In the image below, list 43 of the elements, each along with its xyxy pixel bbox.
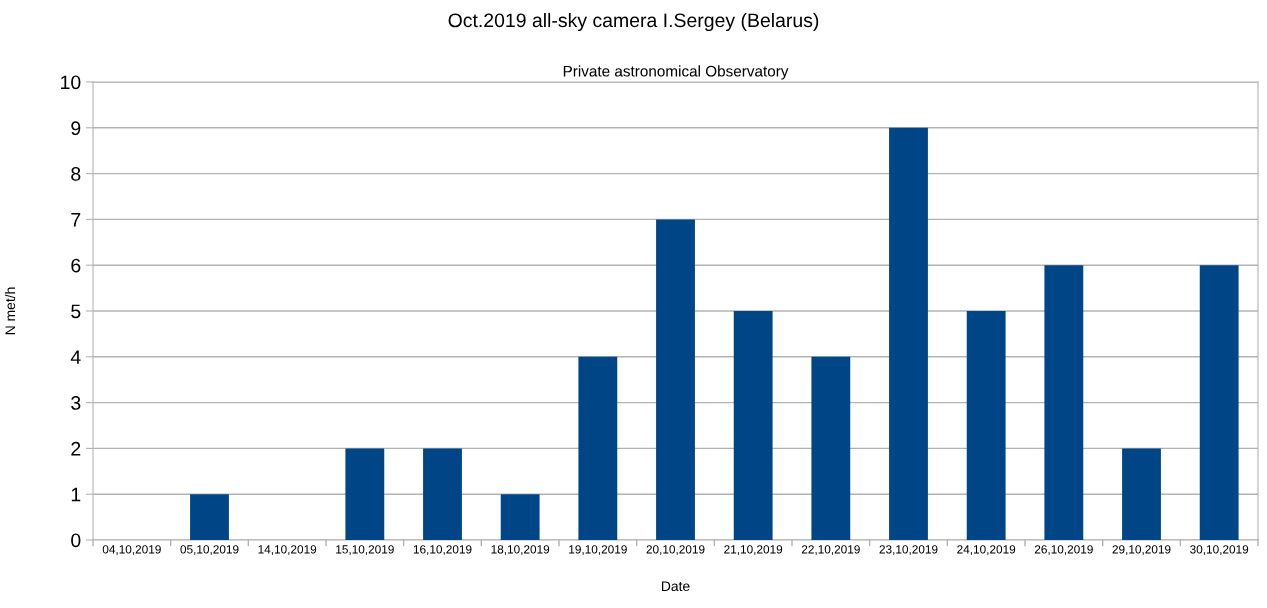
- x-tick-label: 18,10,2019: [491, 545, 550, 555]
- x-tick-label: 19,10,2019: [569, 545, 627, 555]
- chart-subtitle: Private astronomical Observatory: [563, 65, 789, 80]
- bar: [1199, 265, 1239, 540]
- bar: [345, 448, 385, 540]
- y-tick-label: 0: [71, 533, 81, 548]
- x-tick-label: 30,10,2019: [1190, 545, 1249, 555]
- y-tick-label: 3: [71, 396, 81, 410]
- y-tick-label: 9: [71, 121, 81, 136]
- bar: [889, 127, 928, 540]
- y-tick-label: 2: [71, 441, 81, 456]
- bar: [811, 356, 851, 540]
- bar: [500, 494, 540, 540]
- x-tick-label: 04,10,2019: [102, 545, 161, 555]
- x-tick-label: 29,10,2019: [1112, 545, 1171, 555]
- y-tick-label: 10: [61, 75, 81, 90]
- x-tick-label: 26,10,2019: [1034, 545, 1093, 555]
- x-tick-label: 20,10,2019: [646, 545, 705, 555]
- x-tick-label: 22,10,2019: [801, 545, 860, 555]
- y-tick-label: 7: [71, 213, 81, 227]
- bar: [1044, 265, 1084, 540]
- bar: [966, 311, 1006, 540]
- x-tick-label: 05,10,2019: [180, 545, 239, 555]
- y-tick-label: 5: [71, 304, 81, 319]
- bar: [733, 311, 773, 540]
- x-tick-label: 23,10,2019: [879, 545, 938, 555]
- x-tick-label: 16,10,2019: [413, 545, 472, 555]
- x-tick-label: 15,10,2019: [336, 545, 394, 555]
- bar: [1122, 448, 1161, 540]
- x-tick-label: 21,10,2019: [724, 545, 783, 555]
- y-tick-label: 1: [71, 487, 81, 502]
- y-tick-label: 8: [71, 167, 81, 181]
- bar: [190, 494, 229, 540]
- x-tick-label: 24,10,2019: [957, 545, 1016, 555]
- chart-title: Oct.2019 all-sky camera I.Sergey (Belarus): [448, 12, 819, 32]
- x-axis-title: Date: [661, 581, 690, 592]
- bar: [578, 356, 618, 540]
- bar: [423, 448, 462, 540]
- x-tick-label: 14,10,2019: [258, 545, 317, 555]
- y-tick-label: 4: [70, 350, 81, 364]
- y-axis-title: N met/h: [4, 287, 16, 335]
- bar: [656, 219, 695, 540]
- y-tick-label: 6: [71, 258, 81, 273]
